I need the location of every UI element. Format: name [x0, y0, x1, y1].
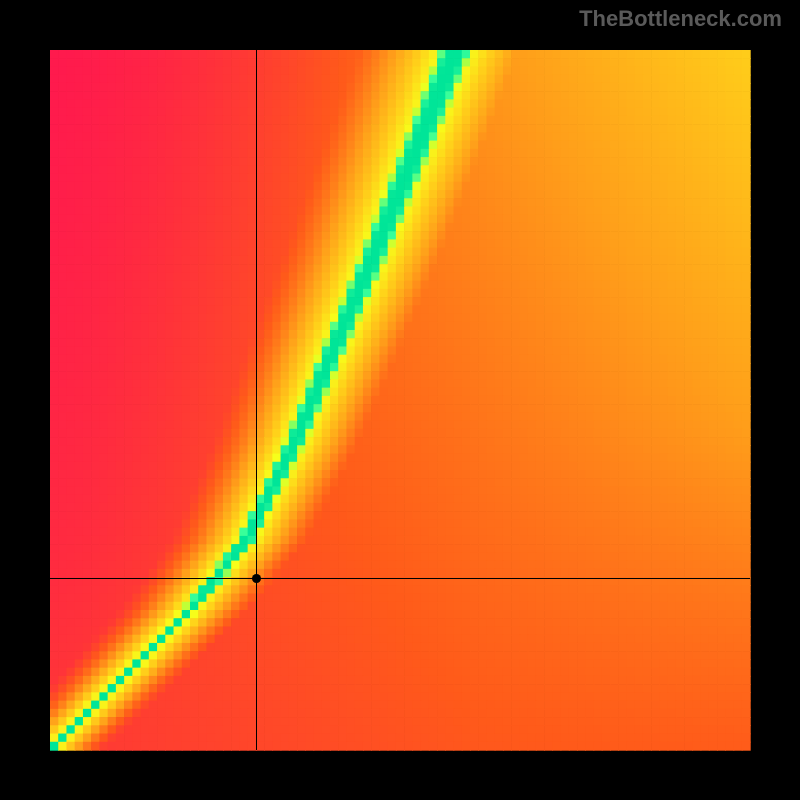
watermark-text: TheBottleneck.com [579, 6, 782, 32]
bottleneck-heatmap-canvas [0, 0, 800, 800]
